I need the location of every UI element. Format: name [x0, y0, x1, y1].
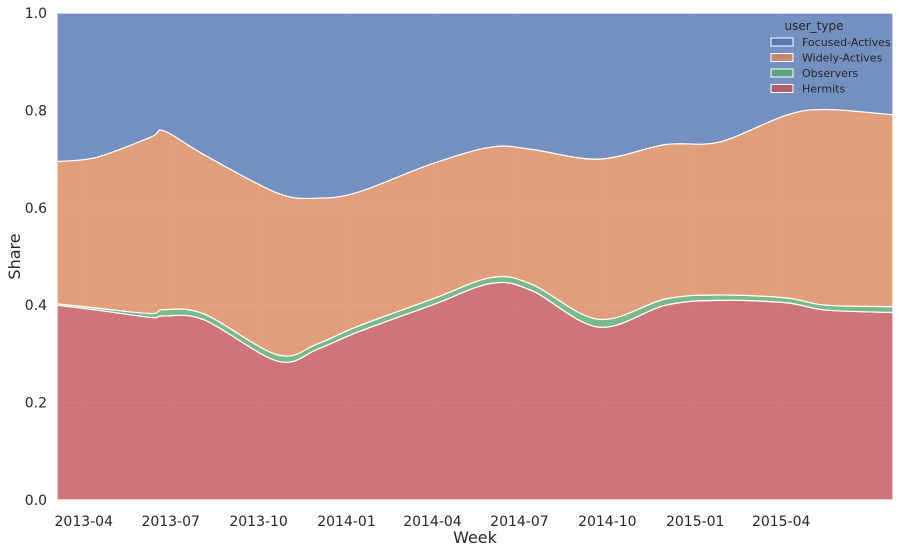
- legend-label-hermits: Hermits: [802, 83, 845, 96]
- x-tick-label: 2014-04: [403, 514, 462, 530]
- area-focused-actives: [56, 12, 894, 200]
- x-axis-title: Week: [453, 528, 498, 547]
- x-tick-label: 2014-01: [317, 514, 376, 530]
- x-tick-label: 2013-10: [229, 514, 288, 530]
- x-tick-label: 2014-07: [490, 514, 549, 530]
- legend-swatch-focused-actives: [770, 37, 794, 47]
- y-tick-label: 0.8: [25, 103, 47, 119]
- area-layer: [56, 12, 894, 501]
- y-tick-label: 1.0: [25, 6, 47, 22]
- y-tick-label: 0.0: [25, 493, 47, 509]
- legend-label-focused-actives: Focused-Actives: [802, 36, 891, 49]
- legend: user_type Focused-Actives Widely-Actives O…: [770, 19, 891, 96]
- y-axis-ticks: 0.0 0.2 0.4 0.6 0.8 1.0: [25, 6, 47, 509]
- x-tick-label: 2013-07: [141, 514, 200, 530]
- legend-label-observers: Observers: [802, 67, 858, 80]
- y-tick-label: 0.4: [25, 298, 47, 314]
- x-tick-label: 2013-04: [55, 514, 114, 530]
- y-tick-label: 0.6: [25, 201, 47, 217]
- x-tick-label: 2015-01: [666, 514, 725, 530]
- legend-title: user_type: [785, 19, 844, 33]
- legend-swatch-widely-actives: [770, 53, 794, 62]
- legend-label-widely-actives: Widely-Actives: [802, 52, 883, 65]
- legend-swatch-hermits: [770, 84, 794, 93]
- x-tick-label: 2015-04: [752, 514, 811, 530]
- y-tick-label: 0.2: [25, 396, 47, 412]
- x-tick-label: 2014-10: [578, 514, 637, 530]
- y-axis-title: Share: [5, 233, 24, 279]
- legend-swatch-observers: [770, 68, 794, 78]
- x-axis-ticks: 2013-04 2013-07 2013-10 2014-01 2014-04 2014-…: [55, 514, 811, 530]
